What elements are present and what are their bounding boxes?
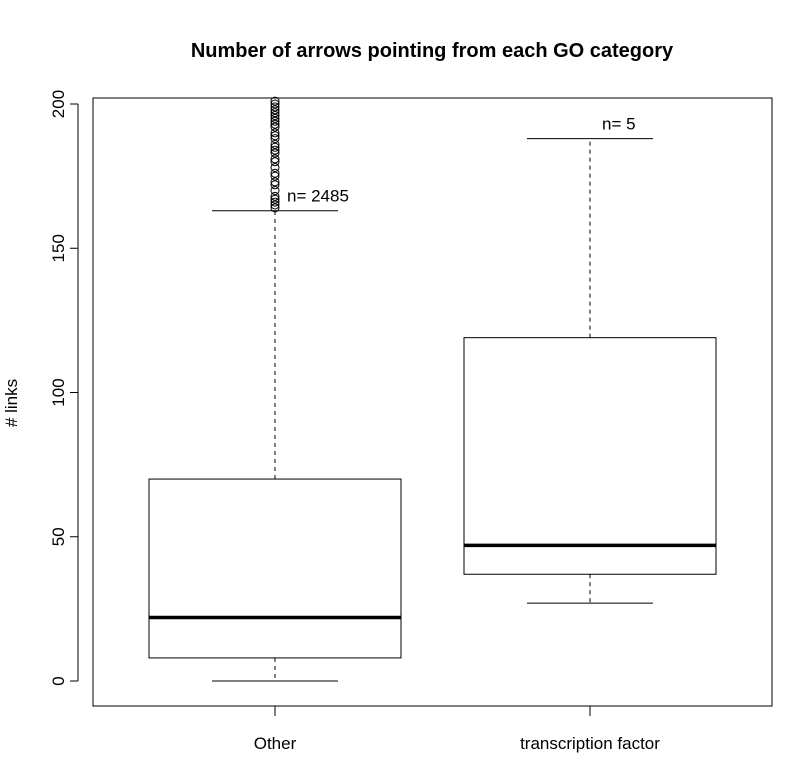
outlier-point: [270, 191, 280, 201]
outlier-point: [270, 128, 280, 138]
outlier-point: [270, 148, 280, 158]
outlier-point: [270, 111, 280, 121]
x-tick-label: Other: [254, 734, 297, 753]
outlier-point: [270, 197, 280, 207]
box-rect: [463, 337, 717, 575]
outlier-point: [270, 194, 280, 204]
n-label: n= 2485: [287, 187, 349, 206]
y-axis: 0 50 100 150 200: [49, 90, 79, 686]
outlier-point: [270, 96, 280, 106]
y-tick-label: 200: [49, 90, 68, 118]
outlier-point: [270, 102, 280, 112]
chart-title: Number of arrows pointing from each GO c…: [191, 40, 674, 62]
outlier-point: [270, 200, 280, 210]
box-rect: [148, 478, 402, 659]
outlier-point: [270, 131, 280, 141]
x-tick-label: transcription factor: [520, 734, 660, 753]
y-tick-label: 50: [49, 527, 68, 546]
y-tick-label: 100: [49, 378, 68, 406]
outlier-point: [270, 139, 280, 149]
outlier-point: [270, 186, 280, 196]
y-tick-label: 150: [49, 234, 68, 262]
outlier-point: [270, 168, 280, 178]
outlier-point: [270, 122, 280, 132]
outlier-point: [270, 171, 280, 181]
outlier-point: [270, 162, 280, 172]
outlier-point: [270, 180, 280, 190]
boxes: n= 2485 n= 5: [148, 96, 717, 682]
outlier-point: [270, 116, 280, 126]
outlier-point: [270, 134, 280, 144]
outlier-point: [270, 142, 280, 152]
outlier-point: [270, 203, 280, 213]
outlier-point: [270, 99, 280, 109]
outlier-point: [270, 105, 280, 115]
box-1: n= 5: [463, 115, 717, 604]
n-label: n= 5: [602, 115, 636, 134]
outlier-point: [270, 177, 280, 187]
outlier-point: [270, 145, 280, 155]
outlier-point: [270, 119, 280, 129]
y-tick-label: 0: [49, 676, 68, 685]
outlier-point: [270, 113, 280, 123]
outlier-point: [270, 157, 280, 167]
box-0: n= 2485: [148, 96, 402, 682]
x-axis: Other transcription factor: [254, 706, 660, 753]
outlier-point: [270, 108, 280, 118]
plot-frame: [92, 97, 773, 707]
y-axis-label: # links: [2, 379, 21, 427]
outlier-point: [270, 154, 280, 164]
